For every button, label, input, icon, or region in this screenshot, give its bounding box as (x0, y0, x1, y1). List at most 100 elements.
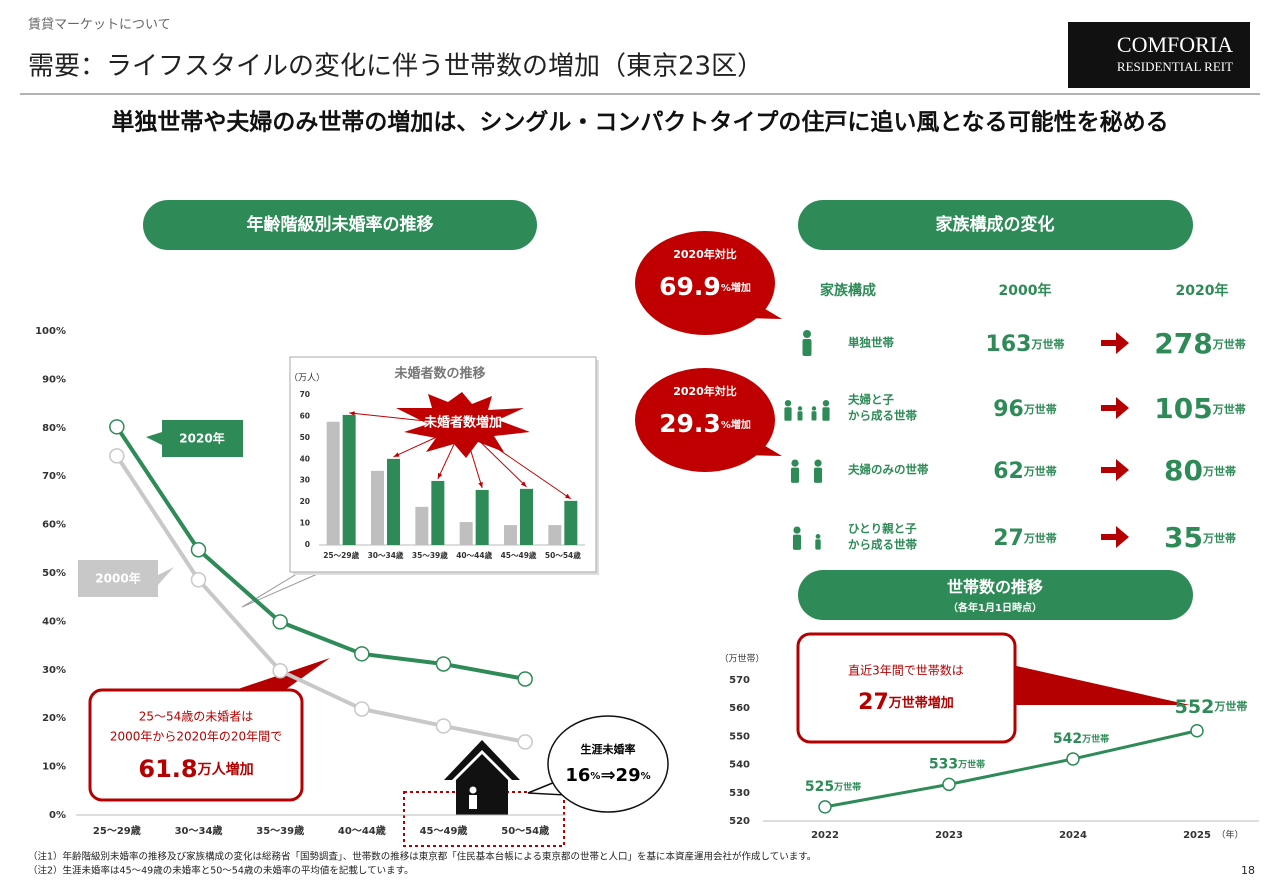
y-tick-label: 0% (49, 810, 66, 821)
y-tick-label: 560 (729, 703, 750, 714)
icon (814, 459, 822, 467)
bubble (635, 368, 775, 472)
house-roof (444, 740, 520, 780)
inset-unit: （万人） (289, 373, 325, 384)
pill (798, 570, 1193, 620)
inset-title: 未婚者数の推移 (393, 366, 485, 382)
tspan: 万世帯 (1213, 699, 1247, 713)
header-cell: 2000年 (999, 282, 1052, 299)
chart-title: 世帯数の推移 (947, 578, 1043, 597)
cell-value: 35万世帯 (1164, 521, 1236, 554)
point (1190, 724, 1204, 738)
point (272, 663, 288, 679)
point (109, 448, 125, 464)
tspan: 542 (1053, 731, 1082, 747)
point (818, 800, 832, 814)
burst (396, 392, 530, 458)
x-tick-label: 35〜39歳 (256, 824, 304, 837)
arrow-head (349, 411, 355, 416)
callout-value: 27万世帯増加 (858, 690, 954, 715)
icon (784, 407, 792, 421)
value: 69.9 (659, 272, 721, 301)
x-tick-label: 45〜49歳 (501, 550, 537, 560)
person (469, 786, 477, 794)
icon (815, 539, 821, 550)
header-cell: 家族構成 (820, 282, 876, 299)
bar (459, 522, 473, 545)
lifetime-title: 生涯未婚率 (581, 742, 636, 756)
value: 29 (616, 765, 641, 786)
bubble (635, 231, 775, 335)
line (115, 454, 526, 744)
y-tick-label: 530 (729, 788, 750, 799)
bar (504, 525, 517, 545)
line (824, 729, 1198, 809)
icon (793, 526, 801, 534)
cell-value: 27万世帯 (993, 526, 1057, 551)
value: 96 (993, 397, 1024, 422)
unit: % (641, 771, 651, 782)
note: （注1）年齢階級別未婚率の推移及び家族構成の変化は総務省「国勢調査」、世帯数の推… (28, 851, 816, 863)
arrow-head (437, 472, 443, 479)
y-tick-label: 550 (729, 731, 750, 742)
row-label: 夫婦のみの世帯 (848, 463, 929, 477)
tspan: 万世帯 (957, 758, 985, 770)
y-tick-label: 100% (35, 326, 66, 337)
family-title: 家族構成の変化 (936, 214, 1055, 235)
line (115, 425, 526, 681)
unit: 万世帯 (1212, 402, 1246, 416)
bar (475, 489, 489, 545)
callout-tail (1012, 665, 1190, 705)
y-tick-label: 50% (42, 568, 66, 579)
x-axis-label: （年） (1216, 829, 1243, 841)
value-label: 525万世帯 (805, 779, 861, 795)
y-tick-label: 50 (300, 433, 310, 442)
arrow-head (520, 481, 527, 487)
unit: 万世帯 (1202, 464, 1236, 478)
y-tick-label: 10 (300, 519, 310, 528)
bar (548, 525, 562, 545)
unit: 万世帯 (1212, 337, 1246, 351)
bar (431, 480, 445, 545)
arrow: ⇒ (600, 765, 615, 786)
logo-text: COMFORIA (1117, 32, 1233, 57)
title: 需要：ライフスタイルの変化に伴う世帯数の増加（東京23区） (28, 52, 763, 82)
header-cell: 2020年 (1176, 282, 1229, 299)
chart-subtitle: （各年1月1日時点） (948, 601, 1042, 614)
value-label: 542万世帯 (1053, 731, 1109, 747)
tspan: 552 (1175, 695, 1215, 717)
note: （注2）生涯未婚率は45〜49歳の未婚率と50〜54歳の未婚率の平均値を記載して… (28, 865, 414, 877)
value: 35 (1164, 521, 1203, 554)
row-label: から成る世帯 (848, 409, 917, 423)
y-tick-label: 0 (305, 540, 310, 549)
bar (342, 414, 356, 545)
tspan: 万世帯 (833, 780, 861, 792)
pill (798, 200, 1193, 250)
row-label: ひとり親と子 (848, 522, 917, 536)
burst-text: 未婚者数増加 (423, 415, 502, 431)
y-axis-label: （万世帯） (719, 653, 764, 665)
pill (143, 200, 537, 250)
callout (88, 688, 304, 802)
x-tick-label: 30〜34歳 (175, 824, 223, 837)
bar (564, 500, 578, 545)
point (435, 656, 452, 672)
arrow-head (564, 493, 571, 499)
icon (791, 459, 799, 467)
point (1066, 752, 1080, 766)
inset-tail (241, 571, 323, 608)
section: 賃貸マーケットについて (28, 17, 171, 33)
unit: 万世帯 (1202, 531, 1236, 545)
row-label: から成る世帯 (848, 538, 917, 552)
chart-title: 年齢階級別未婚率の推移 (247, 214, 434, 235)
icon (790, 467, 800, 483)
y-tick-label: 70 (300, 390, 310, 399)
legend-box (146, 420, 243, 457)
icon (802, 339, 812, 356)
lead: 単独世帯や夫婦のみ世帯の増加は、シングル・コンパクトタイプの住戸に追い風となる可… (111, 109, 1168, 136)
lifetime-value: 16%⇒29% (565, 765, 650, 786)
value: 105 (1154, 392, 1212, 425)
value: 27 (993, 526, 1024, 551)
person (469, 795, 477, 809)
